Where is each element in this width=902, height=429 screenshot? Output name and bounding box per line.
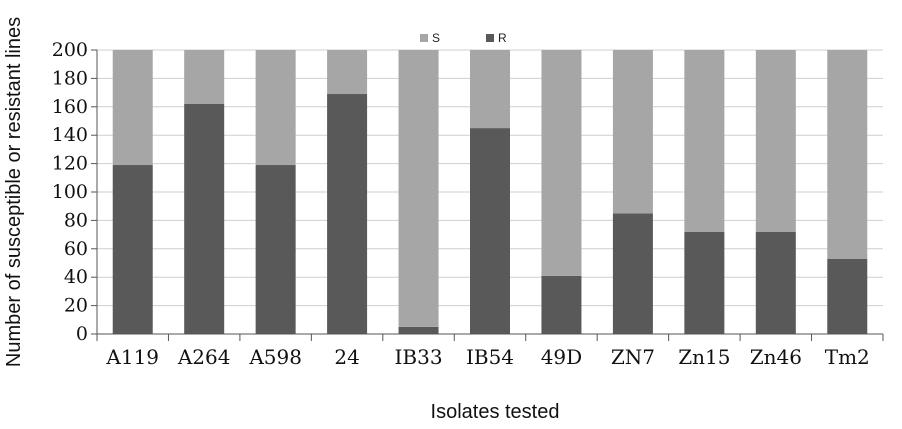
bar-R-A119 bbox=[112, 165, 153, 334]
bar-S-A119 bbox=[112, 50, 153, 166]
bar-S-Zn15 bbox=[684, 50, 725, 232]
x-axis-title: Isolates tested bbox=[431, 401, 560, 423]
x-tick-label: A119 bbox=[105, 345, 159, 369]
bars bbox=[112, 50, 868, 335]
axes bbox=[96, 50, 883, 335]
bar-S-A598 bbox=[255, 50, 296, 166]
bar-R-24 bbox=[327, 94, 368, 335]
bar-S-24 bbox=[327, 50, 368, 95]
x-tick-label: Zn15 bbox=[678, 345, 730, 369]
x-tick-label: 49D bbox=[541, 345, 582, 369]
y-tick-label: 140 bbox=[52, 124, 88, 146]
bar-R-A264 bbox=[184, 103, 225, 335]
y-tick-label: 20 bbox=[64, 295, 88, 317]
bar-S-Tm2 bbox=[827, 50, 868, 259]
bar-R-Zn46 bbox=[755, 231, 796, 334]
bar-R-Zn15 bbox=[684, 231, 725, 334]
legend-label-S: S bbox=[432, 31, 440, 45]
bar-S-49D bbox=[541, 50, 582, 276]
bar-S-IB54 bbox=[470, 50, 510, 129]
bar-S-Zn46 bbox=[755, 50, 796, 232]
bar-S-IB33 bbox=[398, 50, 439, 327]
y-tick-label: 180 bbox=[52, 67, 88, 89]
x-tick-label: A598 bbox=[248, 345, 302, 369]
y-tick-label: 0 bbox=[76, 323, 88, 345]
x-tick-label: Zn46 bbox=[750, 345, 802, 369]
x-tick-label: ZN7 bbox=[611, 345, 655, 369]
bar-S-ZN7 bbox=[612, 50, 653, 214]
bar-R-A598 bbox=[255, 165, 296, 334]
y-tick-label: 40 bbox=[64, 266, 88, 288]
x-tick-label: Tm2 bbox=[825, 345, 870, 369]
x-tick-labels: A119 A264 A598 24 IB33 IB54 49D ZN7 Zn15 Zn46 Tm2 bbox=[105, 345, 869, 369]
bar-S-A264 bbox=[184, 50, 225, 104]
y-tick-label: 60 bbox=[64, 238, 88, 260]
x-tick-label: IB33 bbox=[395, 345, 443, 369]
x-tick-label: A264 bbox=[177, 345, 231, 369]
y-tick-label: 80 bbox=[64, 209, 88, 231]
bar-R-IB33 bbox=[398, 326, 439, 334]
y-tick-labels: 0 20 40 60 80 100 120 140 160 180 200 bbox=[52, 39, 88, 345]
legend-swatch-R bbox=[486, 34, 494, 42]
x-tick-label: IB54 bbox=[466, 345, 514, 369]
y-tick-label: 120 bbox=[52, 153, 88, 175]
bar-R-ZN7 bbox=[612, 213, 653, 334]
legend-swatch-S bbox=[420, 34, 428, 42]
y-axis-title: Number of susceptible or resistant lines bbox=[3, 17, 25, 367]
y-tick-label: 160 bbox=[52, 96, 88, 118]
x-tick-label: 24 bbox=[334, 345, 359, 369]
y-tick-label: 200 bbox=[52, 39, 88, 61]
y-tick-label: 100 bbox=[52, 181, 88, 203]
bar-R-IB54 bbox=[470, 128, 510, 334]
bar-R-49D bbox=[541, 275, 582, 334]
bar-R-Tm2 bbox=[827, 258, 868, 334]
legend-label-R: R bbox=[498, 31, 507, 45]
